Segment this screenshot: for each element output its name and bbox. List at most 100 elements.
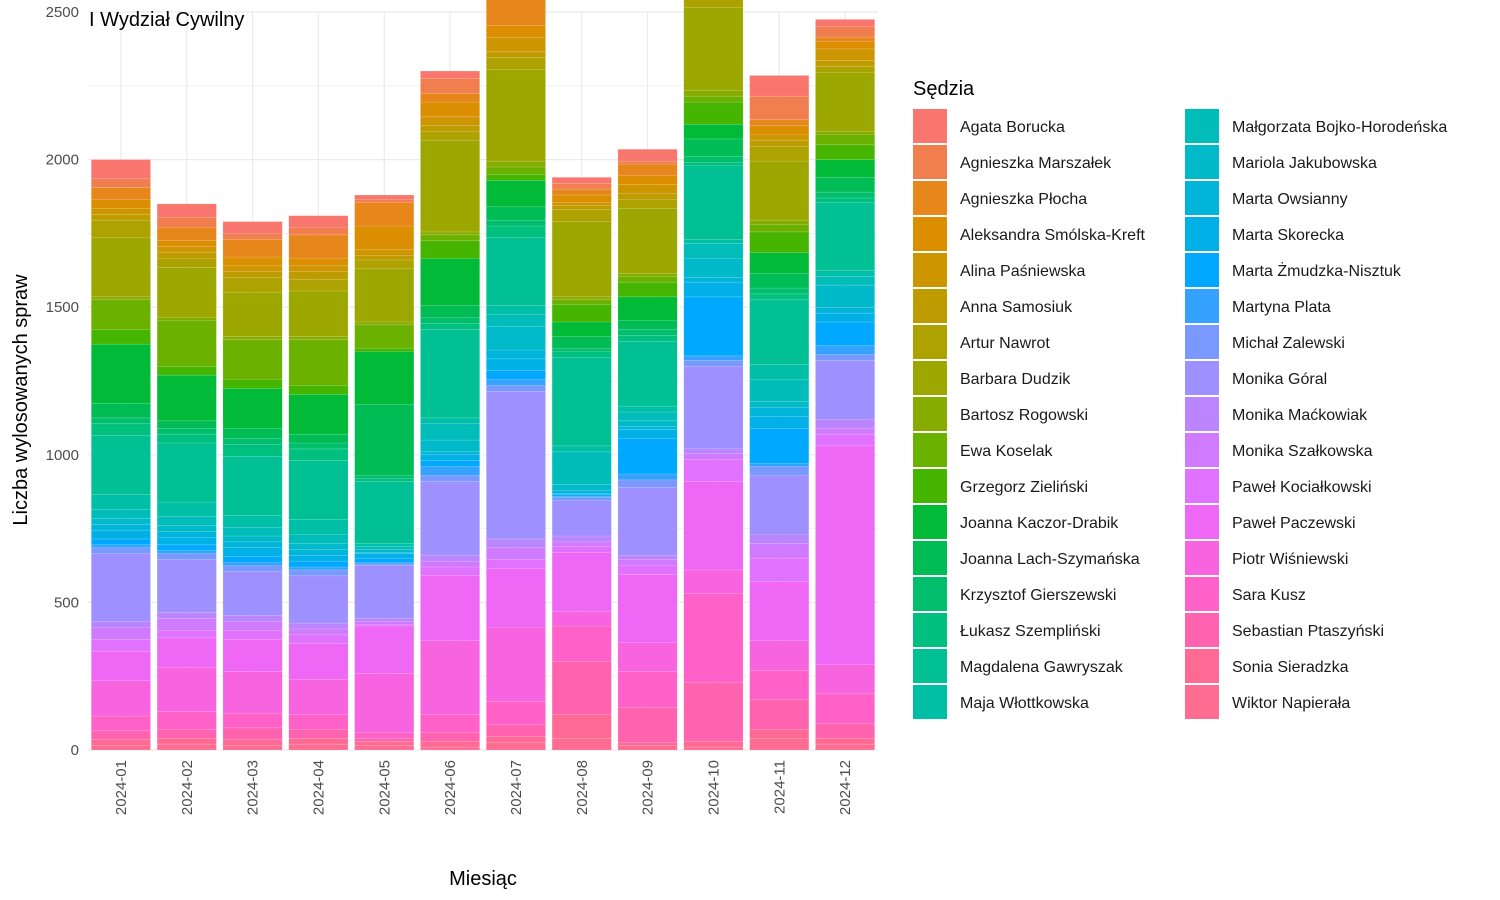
bar-segment bbox=[617, 208, 678, 274]
bar-segment bbox=[486, 57, 546, 70]
bar-segment bbox=[815, 48, 875, 61]
bar-segment bbox=[551, 221, 612, 298]
bar-segment bbox=[683, 360, 744, 367]
bar-segment bbox=[420, 329, 480, 419]
bar-segment bbox=[815, 312, 875, 323]
bar-segment bbox=[222, 388, 283, 429]
y-tick-label: 2000 bbox=[46, 152, 79, 169]
bar-segment bbox=[222, 630, 283, 640]
legend-key bbox=[913, 649, 947, 683]
bar-segment bbox=[156, 320, 217, 367]
bar-segment bbox=[749, 407, 810, 417]
legend-label: Grzegorz Zieliński bbox=[960, 479, 1088, 496]
bar-segment bbox=[354, 225, 415, 250]
bar-segment bbox=[156, 729, 217, 739]
legend-label: Marta Skorecka bbox=[1232, 227, 1344, 244]
y-tick-label: 500 bbox=[54, 594, 79, 611]
bar-segment bbox=[486, 225, 546, 239]
bar-segment bbox=[354, 324, 415, 349]
legend-label: Łukasz Szempliński bbox=[960, 623, 1101, 640]
bar-segment bbox=[288, 519, 349, 535]
bar-segment bbox=[749, 416, 810, 429]
bar-segment bbox=[420, 460, 480, 467]
bar-segment bbox=[156, 420, 217, 429]
legend-label: Sonia Sieradzka bbox=[1232, 659, 1349, 676]
bar-segment bbox=[420, 78, 480, 94]
legend-label: Michał Zalewski bbox=[1232, 335, 1345, 352]
bar-segment bbox=[551, 535, 612, 543]
bar-segment bbox=[551, 489, 612, 494]
bar-segment bbox=[91, 680, 151, 717]
bar-segment bbox=[815, 445, 875, 665]
bar-segment bbox=[617, 160, 678, 165]
bar-segment bbox=[486, 349, 546, 360]
bar-segment bbox=[156, 501, 217, 518]
bar-segment bbox=[683, 95, 744, 103]
bar-segment bbox=[420, 125, 480, 132]
bar-segment bbox=[420, 575, 480, 642]
y-tick-label: 1000 bbox=[46, 447, 79, 464]
legend-key bbox=[1185, 397, 1219, 431]
legend-label: Marta Owsianny bbox=[1232, 191, 1348, 208]
bar-segment bbox=[222, 615, 283, 622]
bar-segment bbox=[617, 281, 678, 298]
bar-segment bbox=[354, 543, 415, 547]
legend-label: Piotr Wiśniewski bbox=[1232, 551, 1348, 568]
bar-segment bbox=[91, 219, 151, 239]
bar-segment bbox=[749, 140, 810, 147]
legend-key bbox=[1185, 577, 1219, 611]
legend-key bbox=[1185, 433, 1219, 467]
bar-segment bbox=[222, 535, 283, 543]
bar-segment bbox=[683, 0, 744, 8]
legend-key bbox=[1185, 289, 1219, 323]
bar-segment bbox=[420, 70, 480, 79]
legend-label: Maja Włottkowska bbox=[960, 695, 1089, 712]
bar-segment bbox=[551, 194, 612, 203]
x-tick-label: 2024-08 bbox=[574, 760, 591, 815]
bar-segment bbox=[288, 714, 349, 730]
bar-segment bbox=[288, 215, 349, 228]
bar-segment bbox=[156, 637, 217, 668]
bar-segment bbox=[91, 544, 151, 549]
legend-label: Agata Borucka bbox=[960, 119, 1065, 136]
bar-segment bbox=[222, 233, 283, 240]
bar-segment bbox=[222, 456, 283, 516]
bar-segment bbox=[420, 746, 480, 751]
bar-segment bbox=[91, 494, 151, 510]
bar-segment bbox=[91, 208, 151, 215]
bar-segment bbox=[420, 101, 480, 118]
bar-segment bbox=[288, 560, 349, 568]
bar-segment bbox=[354, 202, 415, 227]
x-axis-title: Miesiąc bbox=[449, 868, 517, 890]
bar-segment bbox=[486, 736, 546, 743]
bar-segment bbox=[683, 138, 744, 157]
bar-segment bbox=[91, 213, 151, 221]
bar-segment bbox=[288, 271, 349, 280]
bar-segment bbox=[288, 729, 349, 739]
bar-segment bbox=[288, 628, 349, 636]
bar-segment bbox=[156, 711, 217, 730]
bar-segment bbox=[222, 727, 283, 740]
bar-segment bbox=[91, 329, 151, 345]
chart-title: I Wydział Cywilny bbox=[89, 9, 244, 31]
bar-segment bbox=[354, 194, 415, 200]
bar-segment bbox=[486, 36, 546, 53]
bar-segment bbox=[683, 593, 744, 683]
bar-segment bbox=[288, 290, 349, 337]
bar-segment bbox=[617, 296, 678, 321]
bar-segment bbox=[354, 351, 415, 405]
bar-segment bbox=[354, 546, 415, 550]
bar-segment bbox=[91, 296, 151, 301]
bar-segment bbox=[815, 197, 875, 203]
legend-label: Artur Nawrot bbox=[960, 335, 1050, 352]
legend-key bbox=[913, 685, 947, 719]
legend-label: Monika Maćkowiak bbox=[1232, 407, 1368, 424]
y-tick-label: 0 bbox=[71, 742, 79, 759]
legend-key bbox=[913, 577, 947, 611]
bar-segment bbox=[617, 334, 678, 342]
bar-segment bbox=[683, 481, 744, 571]
bar-segment bbox=[749, 543, 810, 559]
bar-segment bbox=[156, 365, 217, 376]
bar-segment bbox=[354, 737, 415, 742]
bar-segment bbox=[749, 401, 810, 408]
